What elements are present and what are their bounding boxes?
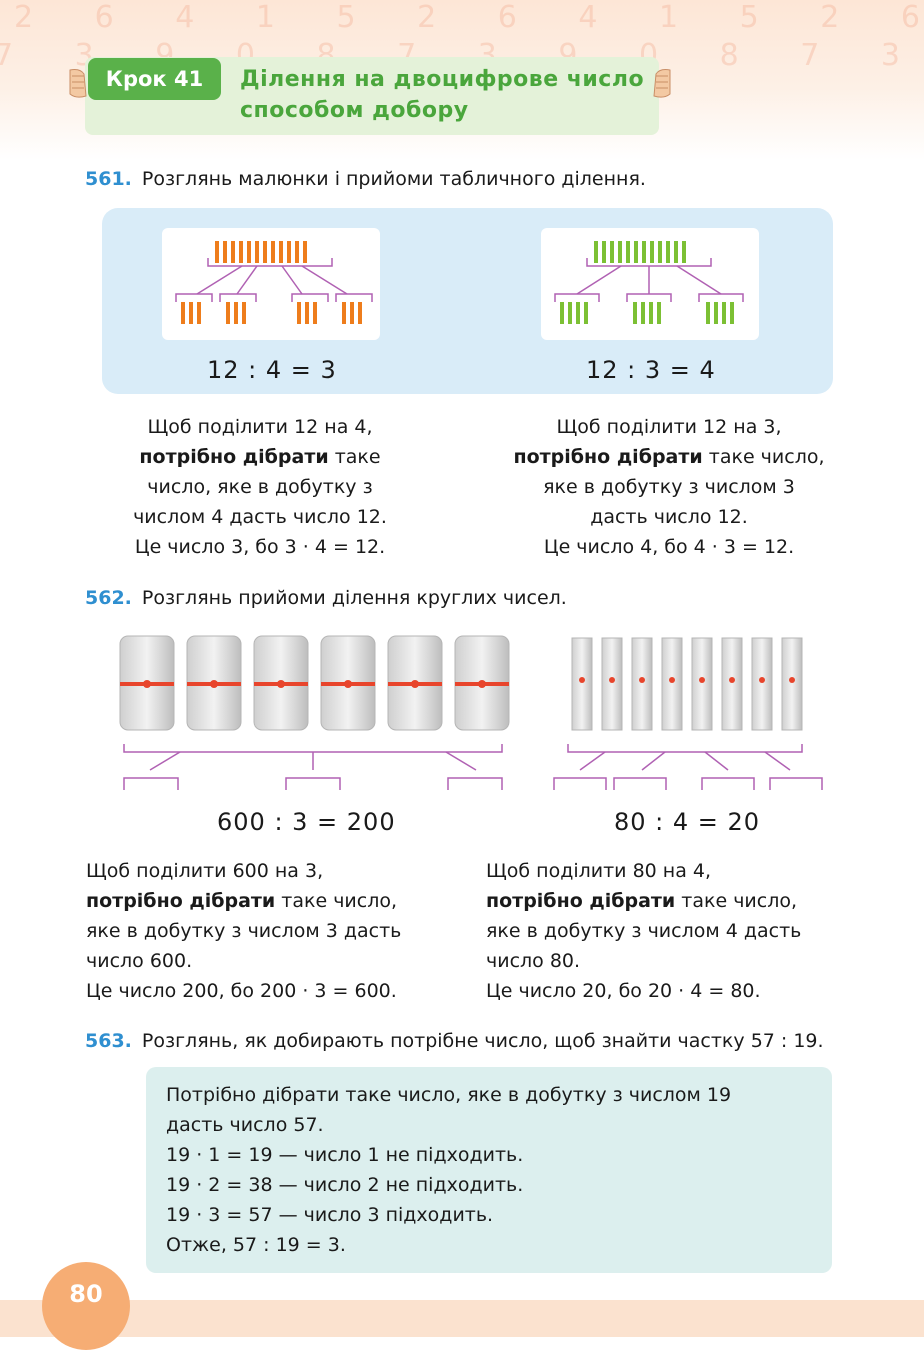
green-sticks-svg xyxy=(554,241,744,324)
text-line: потрібно дібрати таке число, xyxy=(486,886,866,916)
text-line: дасть число 12. xyxy=(590,506,748,528)
text-line: дасть число 57. xyxy=(166,1114,324,1136)
equation-12-div-3: 12 : 3 = 4 xyxy=(586,356,716,384)
bold-phrase: потрібно дібрати xyxy=(86,890,276,912)
digit-row: 2 6 4 1 5 2 6 4 1 5 2 6 4 1 5 2 6 xyxy=(14,0,924,35)
text-fragment: таке число, xyxy=(702,446,825,468)
exercise-number: 563. xyxy=(85,1030,132,1052)
bundle-of-hundred xyxy=(186,635,242,731)
bundle-of-ten xyxy=(571,637,593,731)
text-line: 19 · 1 = 19 — число 1 не підходить. xyxy=(166,1144,524,1166)
explanation-left-561: Щоб поділити 12 на 4, потрібно дібрати т… xyxy=(90,412,430,562)
text-line: число 80. xyxy=(486,950,581,972)
text-line: потрібно дібрати таке число, xyxy=(86,886,466,916)
exercise-number: 562. xyxy=(85,587,132,609)
exercise-text: Розглянь прийоми ділення круглих чисел. xyxy=(141,587,567,609)
orange-sticks-svg xyxy=(175,241,373,324)
text-line: Отже, 57 : 19 = 3. xyxy=(166,1234,346,1256)
text-line: Щоб поділити 80 на 4, xyxy=(486,860,712,882)
exercise-number: 561. xyxy=(85,168,132,190)
orange-sticks-diagram xyxy=(162,228,380,340)
exercise-562-prompt: 562. Розглянь прийоми ділення круглих чис… xyxy=(85,586,567,610)
text-line: числом 4 дасть число 12. xyxy=(133,506,387,528)
text-line: потрібно дібрати таке xyxy=(90,442,430,472)
bundle-of-ten xyxy=(721,637,743,731)
bundle-of-ten xyxy=(691,637,713,731)
exercise-563-prompt: 563. Розглянь, як добирають потрібне числ… xyxy=(85,1029,824,1053)
bundle-of-hundred xyxy=(253,635,309,731)
bundle-of-ten xyxy=(661,637,683,731)
bold-phrase: потрібно дібрати xyxy=(486,890,676,912)
text-fragment: таке число, xyxy=(675,890,798,912)
page-number: 80 xyxy=(69,1280,103,1308)
text-line: Щоб поділити 12 на 3, xyxy=(556,416,782,438)
bundle-of-ten xyxy=(631,637,653,731)
text-fragment: таке число, xyxy=(275,890,398,912)
page-number-circle xyxy=(42,1262,130,1350)
explanation-right-562: Щоб поділити 80 на 4, потрібно дібрати т… xyxy=(486,856,866,1006)
bundle-of-ten xyxy=(751,637,773,731)
bundle-of-ten xyxy=(601,637,623,731)
green-sticks-diagram xyxy=(541,228,759,340)
text-line: 19 · 2 = 38 — число 2 не підходить. xyxy=(166,1174,524,1196)
explanation-right-561: Щоб поділити 12 на 3, потрібно дібрати т… xyxy=(490,412,848,562)
text-line: Потрібно дібрати таке число, яке в добут… xyxy=(166,1084,732,1106)
hundreds-bundles-diagram xyxy=(119,635,510,790)
text-line: яке в добутку з числом 3 xyxy=(543,476,795,498)
solution-box xyxy=(146,1067,832,1273)
solution-text: Потрібно дібрати таке число, яке в добут… xyxy=(166,1080,731,1260)
text-line: Це число 3, бо 3 · 4 = 12. xyxy=(134,536,386,558)
bundle-of-ten xyxy=(781,637,803,731)
hand-icon xyxy=(69,69,87,98)
equation-12-div-4: 12 : 4 = 3 xyxy=(207,356,337,384)
exercise-561-prompt: 561. Розглянь малюнки і прийоми табличног… xyxy=(85,167,646,191)
exercise-text: Розглянь малюнки і прийоми табличного ді… xyxy=(141,168,646,190)
title-line: Ділення на двоцифрове число xyxy=(240,67,645,92)
exercise-text: Розглянь, як добирають потрібне число, щ… xyxy=(141,1030,824,1052)
text-line: Це число 200, бо 200 · 3 = 600. xyxy=(86,980,397,1002)
bold-phrase: потрібно дібрати xyxy=(139,446,329,468)
bundle-of-hundred xyxy=(320,635,376,731)
header-digit-pattern: 2 6 4 1 5 2 6 4 1 5 2 6 4 1 5 2 6 7 3 9 … xyxy=(0,0,924,90)
text-line: Щоб поділити 600 на 3, xyxy=(86,860,324,882)
text-line: Щоб поділити 12 на 4, xyxy=(147,416,373,438)
bundle-of-hundred xyxy=(454,635,510,731)
footer-band xyxy=(0,1300,924,1337)
page-title: Ділення на двоцифрове число способом доб… xyxy=(240,64,644,126)
title-line: способом добору xyxy=(240,98,469,123)
text-line: яке в добутку з числом 3 дасть xyxy=(86,920,402,942)
explanation-left-562: Щоб поділити 600 на 3, потрібно дібрати … xyxy=(86,856,466,1006)
text-line: 19 · 3 = 57 — число 3 підходить. xyxy=(166,1204,494,1226)
text-line: потрібно дібрати таке число, xyxy=(490,442,848,472)
text-line: число 600. xyxy=(86,950,193,972)
tens-bundles-diagram xyxy=(553,637,823,790)
equation-600-div-3: 600 : 3 = 200 xyxy=(217,808,396,836)
bold-phrase: потрібно дібрати xyxy=(513,446,703,468)
hand-icon xyxy=(653,69,671,98)
text-line: Це число 20, бо 20 · 4 = 80. xyxy=(486,980,761,1002)
step-badge: Крок 41 xyxy=(88,58,221,100)
equation-80-div-4: 80 : 4 = 20 xyxy=(614,808,761,836)
bundle-of-hundred xyxy=(387,635,443,731)
text-line: Це число 4, бо 4 · 3 = 12. xyxy=(543,536,795,558)
text-fragment: таке xyxy=(328,446,381,468)
text-line: число, яке в добутку з xyxy=(147,476,373,498)
text-line: яке в добутку з числом 4 дасть xyxy=(486,920,802,942)
bundle-of-hundred xyxy=(119,635,175,731)
